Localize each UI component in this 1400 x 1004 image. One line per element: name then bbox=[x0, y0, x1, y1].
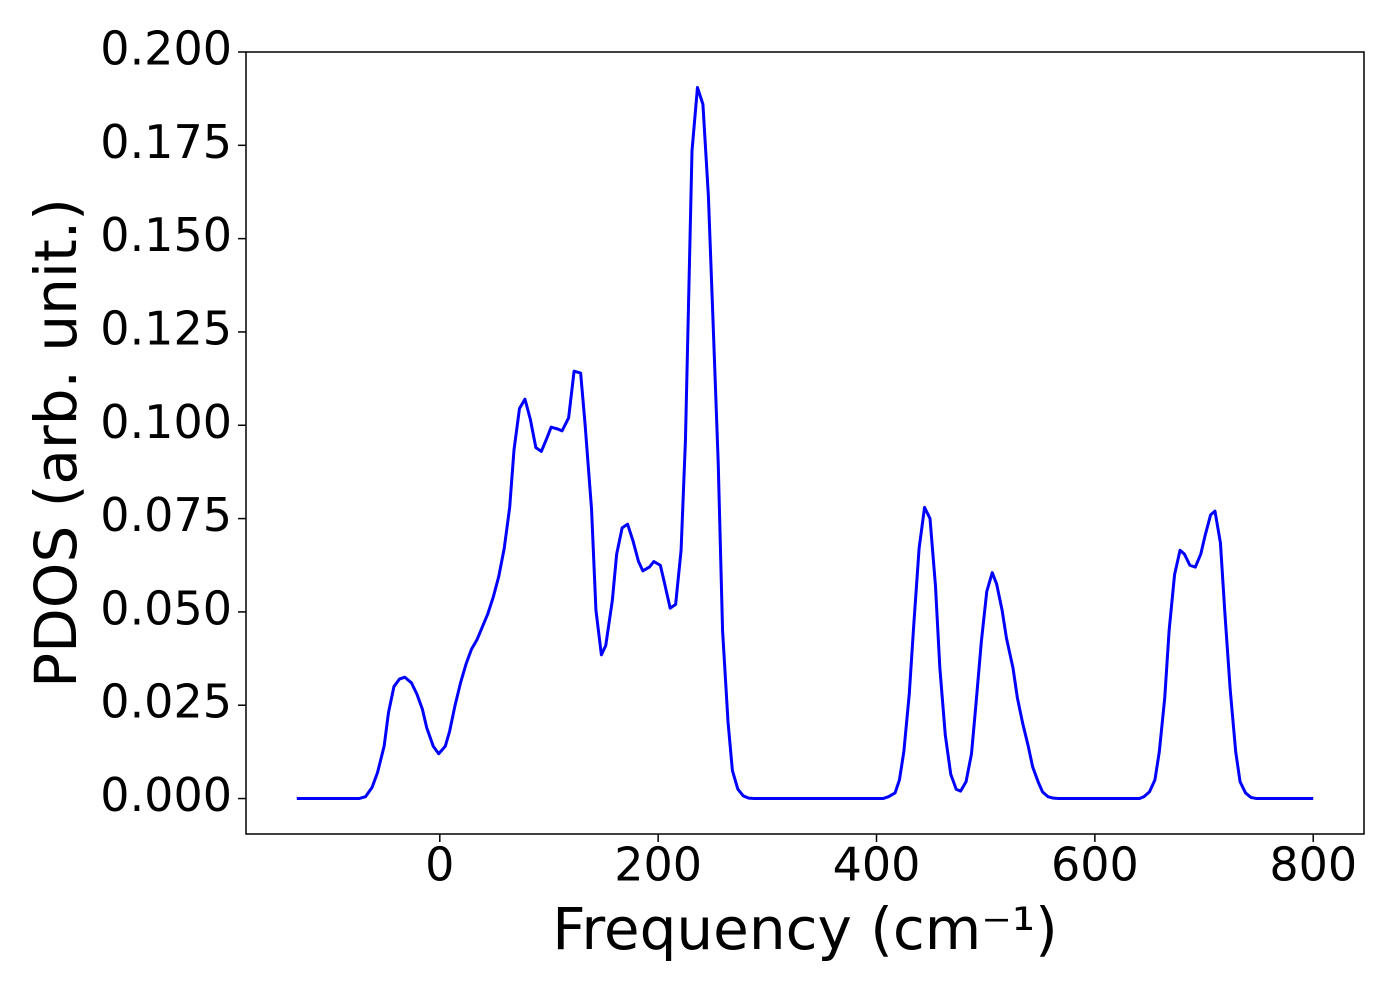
y-tick-label: 0.200 bbox=[100, 22, 232, 76]
y-tick-label: 0.025 bbox=[100, 675, 232, 729]
y-tick-label: 0.050 bbox=[100, 581, 232, 635]
y-tick-label: 0.075 bbox=[100, 488, 232, 542]
y-tick-label: 0.175 bbox=[100, 115, 232, 169]
plot-frame bbox=[245, 51, 1365, 835]
x-tick-label: 600 bbox=[1051, 838, 1139, 892]
data-line bbox=[296, 85, 1314, 801]
x-tick-label: 800 bbox=[1269, 838, 1357, 892]
x-tick-label: 200 bbox=[614, 838, 702, 892]
y-tick-label: 0.100 bbox=[100, 395, 232, 449]
y-tick-label: 0.125 bbox=[100, 301, 232, 355]
y-tick-label: 0.150 bbox=[100, 208, 232, 262]
x-tick-label: 0 bbox=[425, 838, 454, 892]
y-tick-label: 0.000 bbox=[100, 768, 232, 822]
x-tick-label: 400 bbox=[833, 838, 921, 892]
x-axis-label: Frequency (cm⁻¹) bbox=[552, 895, 1058, 963]
y-axis-label: PDOS (arb. unit.) bbox=[22, 198, 90, 688]
